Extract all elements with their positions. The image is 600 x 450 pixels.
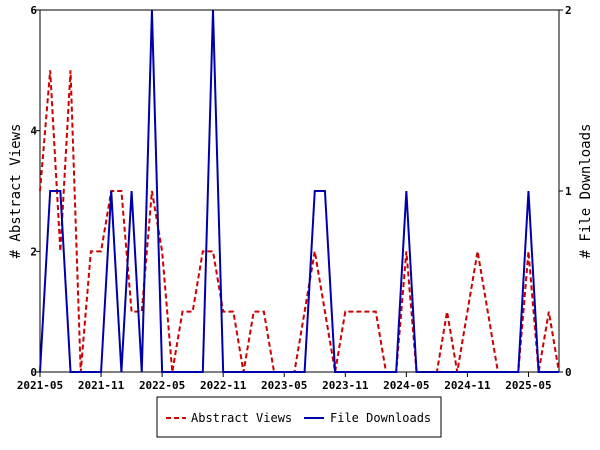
y-tick-label: 2 [30,245,37,258]
x-tick-label: 2024-05 [383,379,429,392]
y2-tick-label: 2 [565,4,572,17]
x-tick-label: 2025-05 [505,379,551,392]
y2-axis-title: # File Downloads [578,124,594,259]
legend-box [156,396,442,438]
y-axis-title: # Abstract Views [8,124,24,259]
y-axis-left: 0 2 4 6 [30,4,40,379]
series-line-file-downloads [39,9,559,373]
x-tick-label: 2022-05 [139,379,185,392]
y2-tick-label: 0 [565,366,572,379]
y-tick-label: 0 [30,366,37,379]
x-tick-label: 2022-11 [200,379,247,392]
legend-label-abstract-views: Abstract Views [191,411,292,425]
legend-label-file-downloads: File Downloads [330,411,431,425]
x-tick-label: 2021-05 [17,379,63,392]
y-axis-right: 0 1 2 [559,4,572,379]
x-axis: 2021-05 2021-11 2022-05 2022-11 2023-05 2023-… [17,372,552,392]
x-tick-label: 2023-11 [322,379,369,392]
y2-tick-label: 1 [565,185,572,198]
x-tick-label: 2024-11 [444,379,491,392]
series-group [39,9,560,373]
y-tick-label: 4 [30,125,37,138]
x-tick-label: 2021-11 [78,379,125,392]
series-line-abstract-views [39,70,560,373]
x-tick-label: 2023-05 [261,379,307,392]
plot-area [39,9,560,373]
legend: Abstract Views File Downloads [156,396,442,438]
y-tick-label: 6 [30,4,37,17]
